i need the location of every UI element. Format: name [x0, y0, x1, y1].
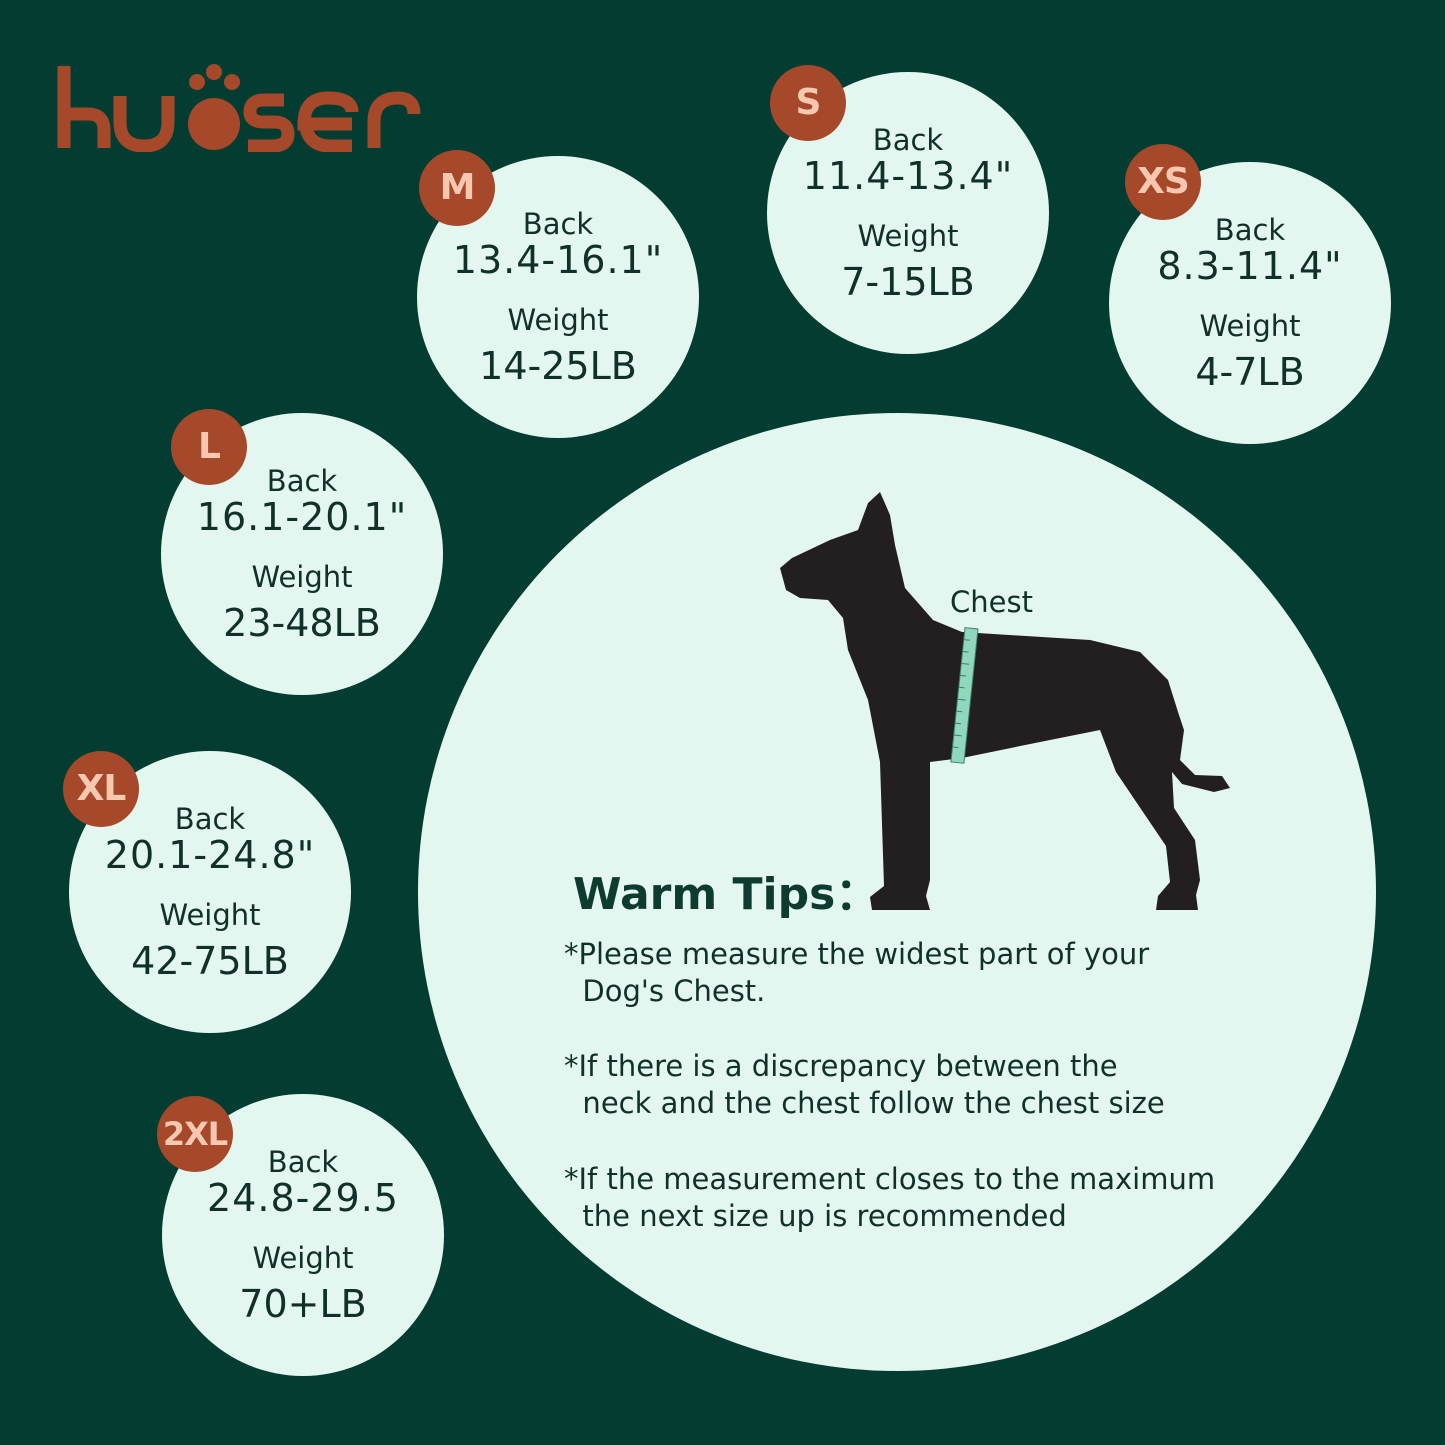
weight-value: 7-15LB: [841, 260, 975, 304]
weight-value: 14-25LB: [479, 344, 637, 388]
weight-label: Weight: [857, 219, 959, 253]
measuring-tape-icon: [950, 627, 979, 764]
tip-3: *If the measurement closes to the maximu…: [564, 1162, 1216, 1233]
weight-label: Weight: [1199, 309, 1301, 343]
size-badge-2xl: 2XL: [157, 1096, 233, 1172]
size-badge-xs: XS: [1125, 144, 1201, 220]
back-value: 16.1-20.1": [196, 495, 408, 539]
back-value: 24.8-29.5: [207, 1176, 399, 1220]
weight-label: Weight: [252, 1241, 354, 1275]
size-badge-s: S: [770, 65, 846, 141]
back-label: Back: [872, 123, 944, 157]
size-badge-m: M: [419, 150, 495, 226]
back-label: Back: [522, 207, 594, 241]
tip-2: *If there is a discrepancy between the n…: [564, 1049, 1165, 1120]
weight-value: 23-48LB: [223, 601, 381, 645]
tips-title: Warm Tips：: [573, 869, 880, 920]
weight-label: Weight: [159, 898, 261, 932]
size-badge-l: L: [171, 409, 247, 485]
tip-1: *Please measure the widest part of your …: [564, 937, 1150, 1008]
back-value: 20.1-24.8": [104, 833, 316, 877]
back-value: 11.4-13.4": [802, 154, 1014, 198]
weight-label: Weight: [251, 560, 353, 594]
kuoser-logo-icon: [57, 64, 421, 153]
back-label: Back: [1214, 213, 1286, 247]
back-label: Back: [267, 1145, 339, 1179]
size-badge-xl: XL: [63, 751, 139, 827]
weight-value: 42-75LB: [131, 939, 289, 983]
back-label: Back: [266, 464, 338, 498]
brand-logo: [52, 52, 422, 156]
back-value: 8.3-11.4": [1157, 244, 1343, 288]
back-value: 13.4-16.1": [452, 238, 664, 282]
chest-label: Chest: [950, 585, 1033, 619]
weight-label: Weight: [507, 303, 609, 337]
weight-value: 70+LB: [239, 1282, 367, 1326]
back-label: Back: [174, 802, 246, 836]
weight-value: 4-7LB: [1195, 350, 1305, 394]
size-card-xs: Back 8.3-11.4" Weight 4-7LB: [1109, 162, 1391, 444]
